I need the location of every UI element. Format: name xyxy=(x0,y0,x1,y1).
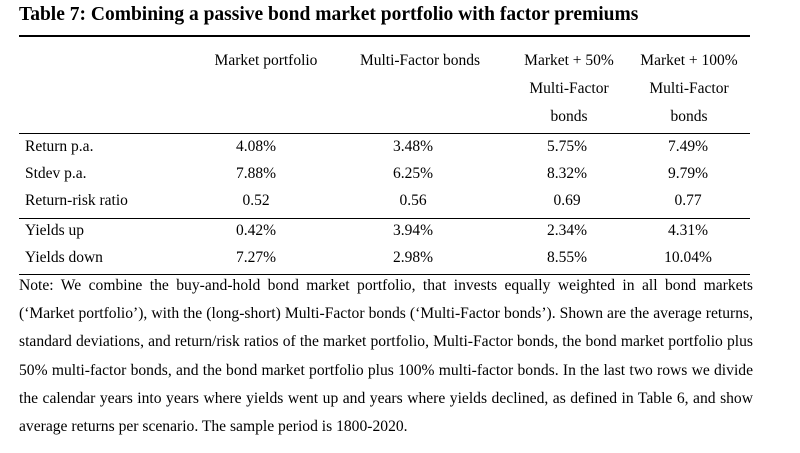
header-market-100-line1: Market + 100% xyxy=(640,52,738,69)
row-label-return-risk: Return-risk ratio xyxy=(25,192,128,209)
cell-down-multifactor: 2.98% xyxy=(392,249,434,266)
cell-stdev-market50: 8.32% xyxy=(546,165,588,182)
cell-down-market50: 8.55% xyxy=(546,249,588,266)
cell-ratio-multifactor: 0.56 xyxy=(399,192,427,209)
cell-return-market: 4.08% xyxy=(235,138,277,155)
header-market-portfolio: Market portfolio xyxy=(214,52,318,69)
top-rule xyxy=(19,35,750,37)
cell-up-multifactor: 3.94% xyxy=(392,222,434,239)
table-title: Table 7: Combining a passive bond market… xyxy=(19,4,639,25)
cell-up-market: 0.42% xyxy=(235,222,277,239)
cell-return-market50: 5.75% xyxy=(546,138,588,155)
cell-down-market100: 10.04% xyxy=(664,249,712,266)
header-market-50-line3: bonds xyxy=(550,108,588,125)
header-rule xyxy=(19,133,750,134)
cell-stdev-market100: 9.79% xyxy=(667,165,709,182)
row-label-yields-up: Yields up xyxy=(25,222,84,239)
header-market-50-line1: Market + 50% xyxy=(524,52,614,69)
cell-ratio-market50: 0.69 xyxy=(553,192,581,209)
cell-return-multifactor: 3.48% xyxy=(392,138,434,155)
row-label-yields-down: Yields down xyxy=(25,249,103,266)
header-market-50-line2: Multi-Factor xyxy=(529,80,609,97)
header-multi-factor-bonds: Multi-Factor bonds xyxy=(359,52,481,69)
table-note: Note: We combine the buy-and-hold bond m… xyxy=(19,277,753,436)
mid-rule xyxy=(19,218,750,219)
cell-up-market50: 2.34% xyxy=(546,222,588,239)
bottom-rule xyxy=(19,274,750,275)
row-label-return: Return p.a. xyxy=(25,138,94,155)
cell-return-market100: 7.49% xyxy=(667,138,709,155)
cell-up-market100: 4.31% xyxy=(667,222,709,239)
cell-ratio-market: 0.52 xyxy=(242,192,270,209)
cell-down-market: 7.27% xyxy=(235,249,277,266)
header-market-100-line2: Multi-Factor xyxy=(649,80,729,97)
cell-stdev-multifactor: 6.25% xyxy=(392,165,434,182)
row-label-stdev: Stdev p.a. xyxy=(25,165,87,182)
header-market-100-line3: bonds xyxy=(670,108,708,125)
cell-stdev-market: 7.88% xyxy=(235,165,277,182)
cell-ratio-market100: 0.77 xyxy=(674,192,702,209)
